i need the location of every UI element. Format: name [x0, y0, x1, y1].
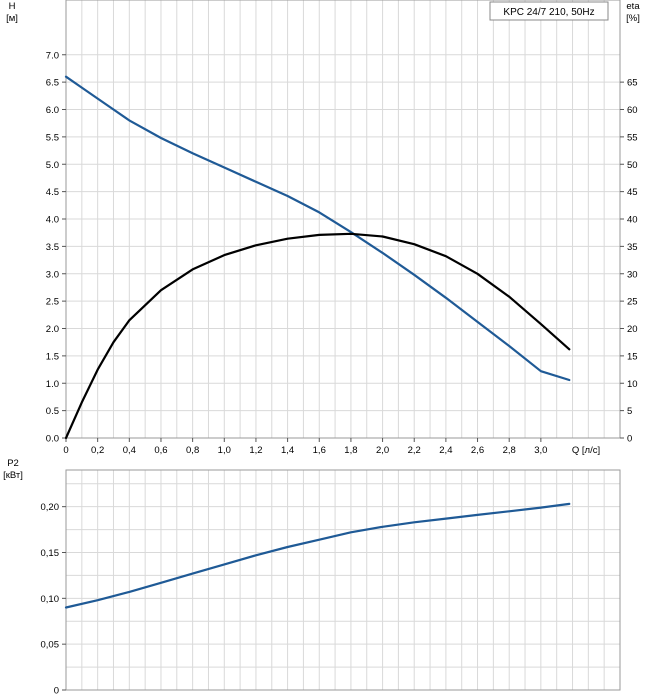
legend-box: KPC 24/7 210, 50Hz [489, 1, 609, 21]
p2-axis-unit: [кВт] [3, 470, 23, 481]
bottom-y-tick-label: 0,10 [41, 594, 60, 605]
top-y-left-tick-label: 3.0 [46, 269, 59, 280]
top-x-tick-label: 1,4 [281, 445, 294, 456]
bottom-y-tick-label: 0,20 [41, 502, 60, 513]
x-axis-title: Q [л/с] [572, 445, 600, 456]
top-y-left-tick-label: 1.5 [46, 351, 59, 362]
series-line-eta [64, 232, 571, 440]
top-y-right-tick-label: 40 [627, 215, 638, 226]
top-y-right-tick-label: 25 [627, 297, 638, 308]
top-x-tick-label: 0,6 [154, 445, 167, 456]
top-y-left-tick-label: 5.0 [46, 160, 59, 171]
top-y-right-tick-label: 20 [627, 324, 638, 335]
top-y-right-tick-label: 0 [627, 434, 632, 445]
top-y-right-tick-label: 30 [627, 269, 638, 280]
top-y-right-tick-label: 50 [627, 160, 638, 171]
top-y-right-tick-label: 60 [627, 105, 638, 116]
bottom-plot-frame [65, 469, 621, 691]
top-x-tick-label: 2,6 [471, 445, 484, 456]
top-y-left-tick-label: 6.0 [46, 105, 59, 116]
top-x-tick-label: 2,0 [376, 445, 389, 456]
top-x-tick-label: 2,4 [439, 445, 452, 456]
top-x-tick-label: 1,6 [313, 445, 326, 456]
top-y-left-tick-label: 0.5 [46, 406, 59, 417]
series-line-h [64, 75, 571, 382]
top-y-left-tick-label: 1.0 [46, 379, 59, 390]
top-x-tick-label: 0 [63, 445, 68, 456]
y-right-axis-unit: [%] [626, 13, 640, 24]
top-y-left-tick-label: 2.0 [46, 324, 59, 335]
series-line-p2 [64, 502, 571, 609]
top-y-right-tick-label: 55 [627, 132, 638, 143]
top-y-left-tick-label: 5.5 [46, 132, 59, 143]
legend-frame [489, 1, 609, 21]
top-y-right-tick-label: 35 [627, 242, 638, 253]
top-y-left-tick-label: 4.0 [46, 215, 59, 226]
top-y-left-tick-label: 2.5 [46, 297, 59, 308]
p2-axis-title: P2 [7, 458, 19, 469]
top-x-tick-label: 0,8 [186, 445, 199, 456]
top-y-left-tick-label: 7.0 [46, 50, 59, 61]
top-y-left-tick-label: 6.5 [46, 78, 59, 89]
top-x-tick-label: 0,4 [123, 445, 136, 456]
top-y-right-tick-label: 5 [627, 406, 632, 417]
top-x-tick-label: 2,2 [408, 445, 421, 456]
top-y-right-tick-label: 45 [627, 187, 638, 198]
top-y-left-tick-label: 3.5 [46, 242, 59, 253]
bottom-y-tick-label: 0 [54, 686, 59, 697]
bottom-y-tick-label: 0,05 [41, 640, 60, 651]
top-x-tick-label: 3,0 [534, 445, 547, 456]
top-panel: 0.0 0.5 1.0 1.5 2.0 2.5 3.0 3.5 4.0 4.5 5.0 5.5 6.0 6… [6, 0, 640, 456]
top-x-tick-label: 0,2 [91, 445, 104, 456]
top-y-left-tick-label: 4.5 [46, 187, 59, 198]
top-x-tick-label: 2,8 [503, 445, 516, 456]
legend-model-label: KPC 24/7 210, 50Hz [503, 7, 594, 18]
top-y-left-tick-label: 0.0 [46, 434, 59, 445]
top-y-right-tick-label: 10 [627, 379, 638, 390]
bottom-y-tick-label: 0,15 [41, 548, 60, 559]
top-y-right-tick-label: 15 [627, 351, 638, 362]
top-x-tick-label: 1,8 [344, 445, 357, 456]
top-x-tick-label: 1,0 [218, 445, 231, 456]
y-right-axis-title: eta [626, 1, 640, 12]
top-y-right-tick-label: 65 [627, 78, 638, 89]
bottom-panel: 0 0,05 0,10 0,15 0,20 P2[кВт] [3, 458, 621, 697]
top-x-tick-label: 1,2 [249, 445, 262, 456]
y-left-axis-title: H [9, 1, 16, 12]
y-left-axis-unit: [м] [6, 13, 18, 24]
